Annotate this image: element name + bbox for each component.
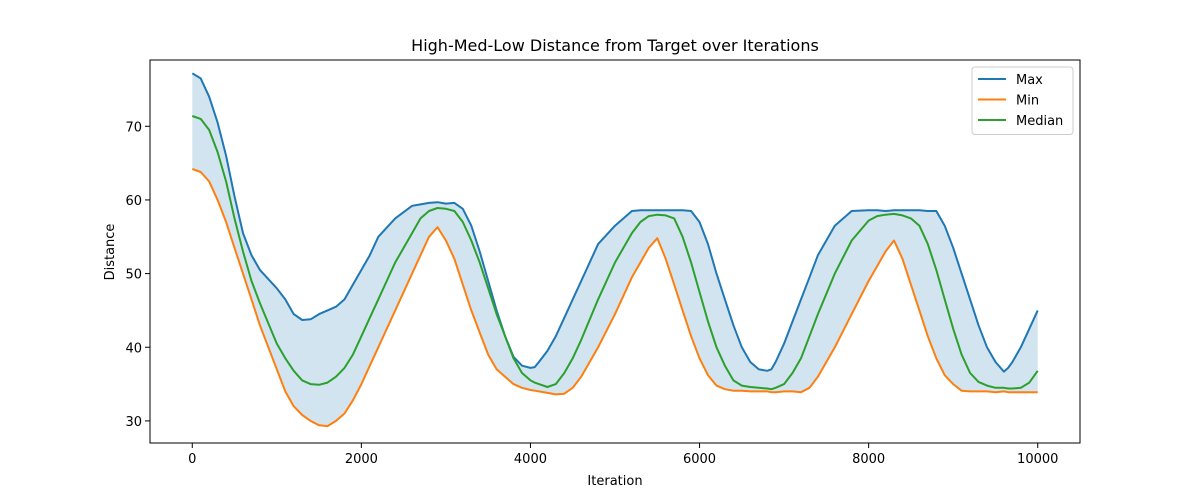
x-tick-label: 6000	[683, 452, 716, 467]
y-tick-label: 30	[125, 415, 142, 430]
series-line-min	[191, 168, 1038, 428]
fill-band	[192, 73, 1038, 427]
legend-label-min: Min	[1016, 94, 1039, 109]
plot-frame	[149, 59, 1081, 444]
y-tick-label: 40	[125, 341, 142, 356]
y-tick-label: 60	[125, 194, 142, 209]
x-axis-ticks: 0 2000 4000 6000 8000 10000	[188, 443, 1058, 467]
legend: Max Min Median	[971, 66, 1074, 135]
y-axis-label: Distance	[103, 224, 118, 281]
legend-label-median: Median	[1016, 114, 1063, 129]
legend-label-max: Max	[1016, 73, 1043, 88]
x-axis-label: Iteration	[587, 474, 642, 489]
x-tick-label: 8000	[852, 452, 885, 467]
x-tick-label: 2000	[345, 452, 378, 467]
fill-between-band	[192, 73, 1038, 427]
legend-box	[971, 66, 1074, 135]
y-axis-ticks: 30 40 50 60 70	[125, 120, 150, 430]
y-tick-label: 50	[125, 268, 142, 283]
x-tick-label: 4000	[514, 452, 547, 467]
series-lines	[191, 72, 1039, 428]
series-line-max	[191, 72, 1039, 373]
y-tick-label: 70	[125, 120, 142, 135]
chart-title: High-Med-Low Distance from Target over I…	[411, 36, 819, 55]
x-tick-label: 10000	[1017, 452, 1058, 467]
series-line-median	[191, 115, 1039, 391]
x-tick-label: 0	[188, 452, 196, 467]
